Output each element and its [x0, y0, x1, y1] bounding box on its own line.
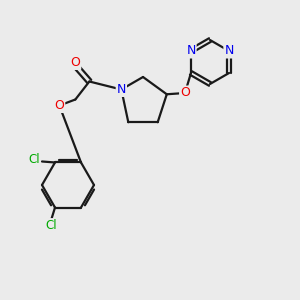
Text: N: N [224, 44, 234, 58]
Text: O: O [54, 99, 64, 112]
Text: O: O [70, 56, 80, 69]
Text: Cl: Cl [45, 219, 57, 232]
Text: O: O [180, 86, 190, 100]
Text: N: N [186, 44, 196, 58]
Text: Cl: Cl [28, 153, 40, 166]
Text: N: N [117, 83, 126, 96]
